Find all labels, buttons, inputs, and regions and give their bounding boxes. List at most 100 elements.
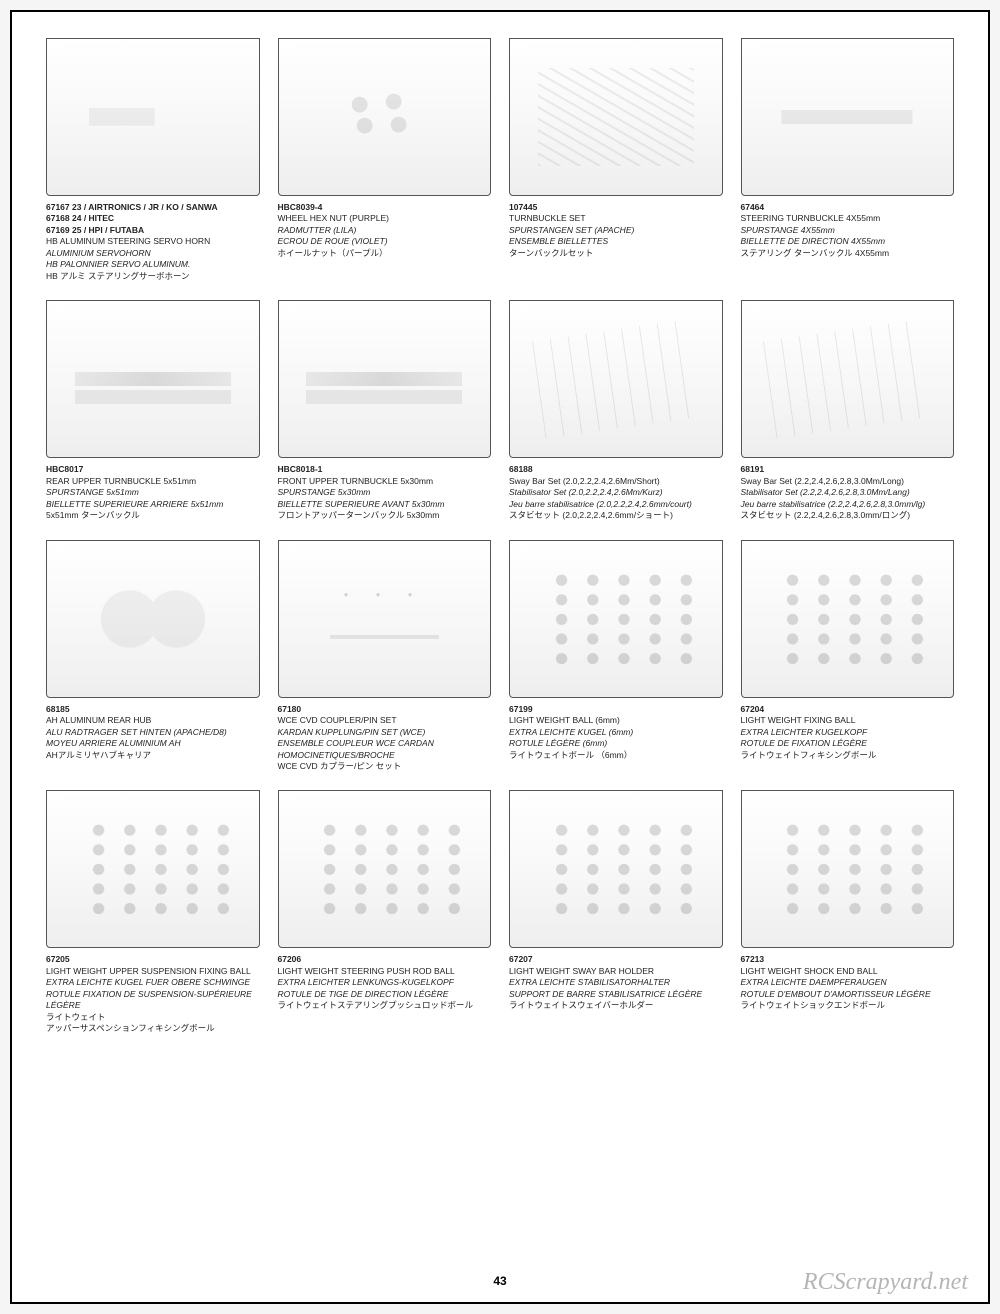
desc-line: Sway Bar Set (2.0,2.2,2.4,2.6Mm/Short) (509, 476, 723, 487)
part-card: HBC8039-4WHEEL HEX NUT (PURPLE)RADMUTTER… (278, 38, 492, 282)
desc-line: 67167 23 / AIRTRONICS / JR / KO / SANWA (46, 202, 260, 213)
desc-line: HB PALONNIER SERVO ALUMINUM. (46, 259, 260, 270)
desc-line: フロントアッパーターンバックル 5x30mm (278, 510, 492, 521)
balls-icon (538, 570, 694, 668)
part-card: 67464STEERING TURNBUCKLE 4X55mmSPURSTANG… (741, 38, 955, 282)
desc-line: BIELLETTE SUPERIEURE ARRIERE 5x51mm (46, 499, 260, 510)
desc-line: 67206 (278, 954, 492, 965)
desc-line: Jeu barre stabilisatrice (2.2,2.4,2.6,2.… (741, 499, 955, 510)
desc-line: EXTRA LEICHTE KUGEL FUER OBERE SCHWINGE (46, 977, 260, 988)
desc-line: ENSEMBLE COUPLEUR WCE CARDAN HOMOCINETIQ… (278, 738, 492, 761)
part-image (55, 309, 251, 449)
desc-line: FRONT UPPER TURNBUCKLE 5x30mm (278, 476, 492, 487)
part-description: 67205LIGHT WEIGHT UPPER SUSPENSION FIXIN… (46, 948, 260, 1034)
part-image-frame (46, 540, 260, 698)
desc-line: MOYEU ARRIERE ALUMINIUM AH (46, 738, 260, 749)
desc-line: Stabilisator Set (2.2,2.4,2.6,2.8,3.0Mm/… (741, 487, 955, 498)
desc-line: LIGHT WEIGHT UPPER SUSPENSION FIXING BAL… (46, 966, 260, 977)
part-card: 67206LIGHT WEIGHT STEERING PUSH ROD BALL… (278, 790, 492, 1034)
desc-line: WCE CVD カプラー/ピン セット (278, 761, 492, 772)
coupler-icon (306, 570, 462, 668)
desc-line: 67464 (741, 202, 955, 213)
desc-line: Sway Bar Set (2.2,2.4,2.6,2.8,3.0Mm/Long… (741, 476, 955, 487)
part-card: 68191Sway Bar Set (2.2,2.4,2.6,2.8,3.0Mm… (741, 300, 955, 521)
desc-line: LIGHT WEIGHT FIXING BALL (741, 715, 955, 726)
horn-icon (75, 68, 231, 166)
part-description: HBC8017REAR UPPER TURNBUCKLE 5x51mmSPURS… (46, 458, 260, 521)
desc-line: 68185 (46, 704, 260, 715)
desc-line: HBC8018-1 (278, 464, 492, 475)
part-image-frame (509, 38, 723, 196)
part-card: 67199LIGHT WEIGHT BALL (6mm)EXTRA LEICHT… (509, 540, 723, 773)
desc-line: ECROU DE ROUE (VIOLET) (278, 236, 492, 247)
desc-line: SPURSTANGE 5x51mm (46, 487, 260, 498)
desc-line: SPURSTANGE 4X55mm (741, 225, 955, 236)
part-image-frame (46, 300, 260, 458)
part-description: 67199LIGHT WEIGHT BALL (6mm)EXTRA LEICHT… (509, 698, 723, 761)
desc-line: スタビセット (2.0,2.2,2.4,2.6mm/ショート) (509, 510, 723, 521)
desc-line: ALU RADTRAGER SET HINTEN (APACHE/D8) (46, 727, 260, 738)
desc-line: TURNBUCKLE SET (509, 213, 723, 224)
bars-icon (531, 320, 700, 439)
desc-line: ライトウェイトステアリングプッシュロッドボール (278, 1000, 492, 1011)
part-image (750, 47, 946, 187)
desc-line: AH ALUMINUM REAR HUB (46, 715, 260, 726)
part-card: 68188Sway Bar Set (2.0,2.2,2.4,2.6Mm/Sho… (509, 300, 723, 521)
rod-icon (769, 110, 925, 124)
part-card: 67204LIGHT WEIGHT FIXING BALLEXTRA LEICH… (741, 540, 955, 773)
desc-line: BIELLETTE DE DIRECTION 4X55mm (741, 236, 955, 247)
part-image (55, 549, 251, 689)
desc-line: ROTULE LÉGÈRE (6mm) (509, 738, 723, 749)
desc-line: 68188 (509, 464, 723, 475)
desc-line: BIELLETTE SUPERIEURE AVANT 5x30mm (278, 499, 492, 510)
desc-line: HBC8017 (46, 464, 260, 475)
desc-line: EXTRA LEICHTER KUGELKOPF (741, 727, 955, 738)
part-description: 68188Sway Bar Set (2.0,2.2,2.4,2.6Mm/Sho… (509, 458, 723, 521)
desc-line: EXTRA LEICHTER LENKUNGS-KUGELKOPF (278, 977, 492, 988)
desc-line: ライトウェイトフィキシングボール (741, 750, 955, 761)
desc-line: 67199 (509, 704, 723, 715)
desc-line: 67204 (741, 704, 955, 715)
desc-line: 67205 (46, 954, 260, 965)
part-card: HBC8018-1FRONT UPPER TURNBUCKLE 5x30mmSP… (278, 300, 492, 521)
desc-line: REAR UPPER TURNBUCKLE 5x51mm (46, 476, 260, 487)
desc-line: ROTULE DE TIGE DE DIRECTION LÉGÈRE (278, 989, 492, 1000)
part-image-frame (278, 790, 492, 948)
part-description: 67180WCE CVD COUPLER/PIN SETKARDAN KUPPL… (278, 698, 492, 773)
part-image (55, 799, 251, 939)
part-description: HBC8039-4WHEEL HEX NUT (PURPLE)RADMUTTER… (278, 196, 492, 259)
desc-line: ROTULE DE FIXATION LÉGÈRE (741, 738, 955, 749)
desc-line: SUPPORT DE BARRE STABILISATRICE LÉGÈRE (509, 989, 723, 1000)
balls-icon (306, 820, 462, 918)
part-card: HBC8017REAR UPPER TURNBUCKLE 5x51mmSPURS… (46, 300, 260, 521)
part-image-frame (46, 38, 260, 196)
desc-line: 67207 (509, 954, 723, 965)
desc-line: STEERING TURNBUCKLE 4X55mm (741, 213, 955, 224)
desc-line: 67169 25 / HPI / FUTABA (46, 225, 260, 236)
desc-line: WCE CVD COUPLER/PIN SET (278, 715, 492, 726)
part-image-frame (46, 790, 260, 948)
part-card: 68185AH ALUMINUM REAR HUBALU RADTRAGER S… (46, 540, 260, 773)
desc-line: Stabilisator Set (2.0,2.2,2.4,2.6Mm/Kurz… (509, 487, 723, 498)
part-description: 68185AH ALUMINUM REAR HUBALU RADTRAGER S… (46, 698, 260, 761)
desc-line: HB アルミ ステアリングサーボホーン (46, 271, 260, 282)
desc-line: RADMUTTER (LILA) (278, 225, 492, 236)
part-description: 67204LIGHT WEIGHT FIXING BALLEXTRA LEICH… (741, 698, 955, 761)
bars-icon (763, 320, 932, 439)
part-description: 67213LIGHT WEIGHT SHOCK END BALLEXTRA LE… (741, 948, 955, 1011)
part-image-frame (741, 540, 955, 698)
page-number: 43 (12, 1274, 988, 1288)
part-description: 107445TURNBUCKLE SETSPURSTANGEN SET (APA… (509, 196, 723, 259)
part-image-frame (278, 38, 492, 196)
part-image (750, 549, 946, 689)
desc-line: SPURSTANGE 5x30mm (278, 487, 492, 498)
catalog-page: 67167 23 / AIRTRONICS / JR / KO / SANWA 6… (10, 10, 990, 1304)
part-image-frame (509, 540, 723, 698)
rods-icon (306, 372, 462, 386)
nuts-icon (306, 68, 462, 166)
part-description: 67206LIGHT WEIGHT STEERING PUSH ROD BALL… (278, 948, 492, 1011)
desc-line: 68191 (741, 464, 955, 475)
balls-icon (769, 820, 925, 918)
part-image (287, 799, 483, 939)
part-image-frame (741, 790, 955, 948)
